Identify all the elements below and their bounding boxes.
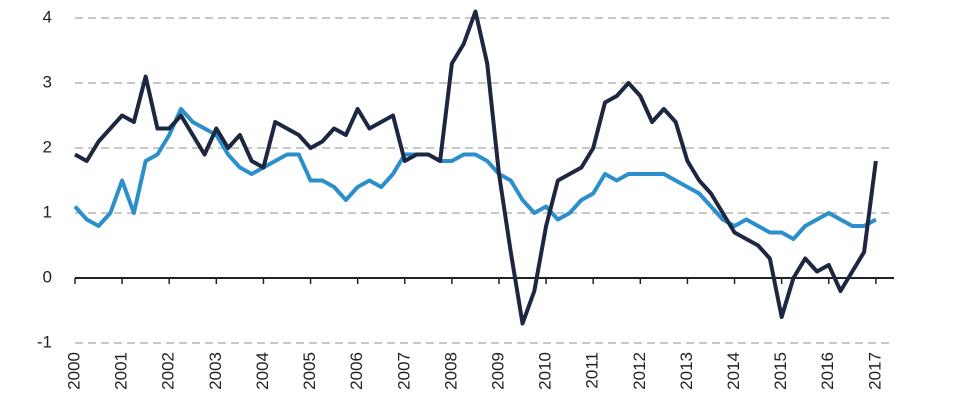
x-tick-label: 2001 bbox=[112, 352, 131, 390]
x-tick-label: 2004 bbox=[253, 352, 272, 390]
x-tick-label: 2016 bbox=[818, 352, 837, 390]
x-tick-label: 2003 bbox=[206, 352, 225, 390]
y-tick-label: -1 bbox=[37, 332, 52, 351]
x-tick-label: 2007 bbox=[394, 352, 413, 390]
y-tick-label: 2 bbox=[43, 137, 52, 156]
y-tick-label: 1 bbox=[43, 202, 52, 221]
x-tick-label: 2010 bbox=[536, 352, 555, 390]
series-line bbox=[74, 9, 878, 326]
x-tick-label: 2005 bbox=[300, 352, 319, 390]
x-tick-label: 2014 bbox=[724, 352, 743, 390]
x-tick-label: 2009 bbox=[488, 352, 507, 390]
x-tick-label: 2008 bbox=[441, 352, 460, 390]
y-tick-label: 4 bbox=[43, 7, 52, 26]
x-tick-label: 2000 bbox=[64, 352, 83, 390]
y-tick-label: 0 bbox=[43, 267, 52, 286]
x-tick-label: 2017 bbox=[865, 352, 884, 390]
x-tick-label: 2015 bbox=[771, 352, 790, 390]
y-tick-label: 3 bbox=[43, 72, 52, 91]
x-tick-label: 2002 bbox=[159, 352, 178, 390]
x-tick-label: 2013 bbox=[677, 352, 696, 390]
x-tick-label: 2011 bbox=[583, 352, 602, 389]
series-line bbox=[73, 107, 877, 241]
x-tick-label: 2006 bbox=[347, 352, 366, 390]
x-tick-label: 2012 bbox=[630, 352, 649, 390]
